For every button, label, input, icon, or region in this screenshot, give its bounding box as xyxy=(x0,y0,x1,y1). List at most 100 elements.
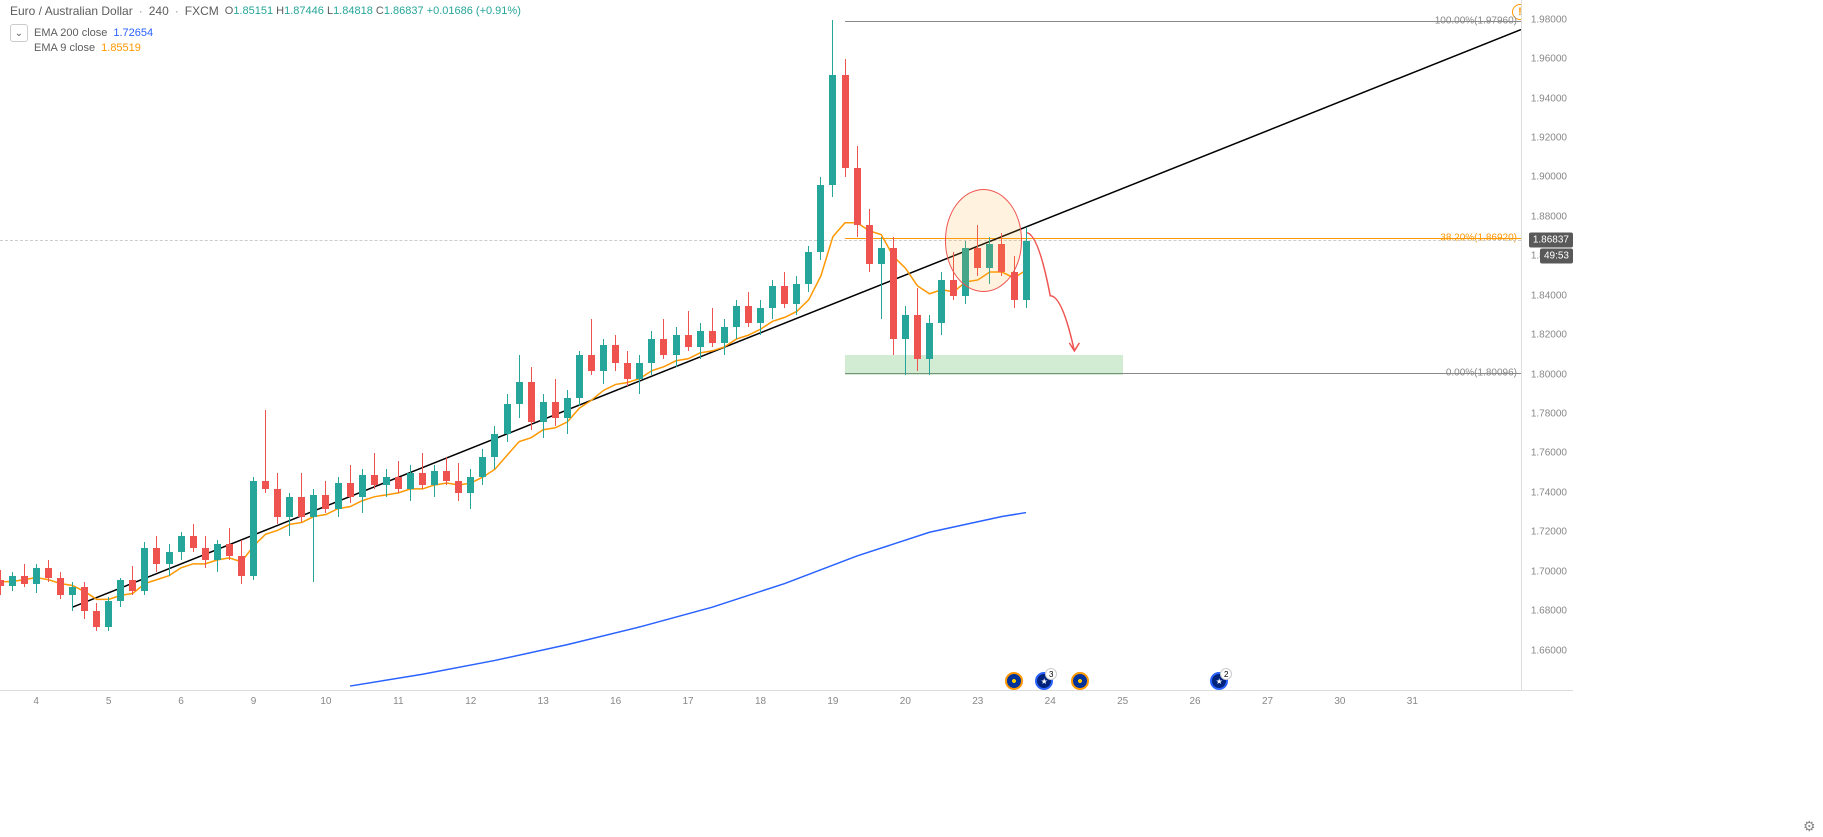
candle[interactable] xyxy=(335,483,342,509)
candle[interactable] xyxy=(950,280,957,296)
candle[interactable] xyxy=(33,568,40,584)
candle[interactable] xyxy=(636,363,643,379)
candle[interactable] xyxy=(105,601,112,627)
fib-line[interactable] xyxy=(845,21,1521,22)
candle[interactable] xyxy=(576,355,583,398)
candle[interactable] xyxy=(129,580,136,592)
x-axis[interactable]: 456910111213161718192023242526273031 xyxy=(0,690,1573,712)
candle[interactable] xyxy=(805,252,812,284)
candle[interactable] xyxy=(310,495,317,517)
y-tick: 1.66000 xyxy=(1531,645,1567,656)
candle[interactable] xyxy=(117,580,124,602)
candle[interactable] xyxy=(178,536,185,552)
candle[interactable] xyxy=(552,402,559,418)
candle[interactable] xyxy=(878,248,885,264)
candle[interactable] xyxy=(479,457,486,477)
x-tick: 12 xyxy=(465,696,476,707)
candle[interactable] xyxy=(733,306,740,328)
candle[interactable] xyxy=(69,587,76,595)
candle[interactable] xyxy=(153,548,160,564)
candle[interactable] xyxy=(467,477,474,493)
candle[interactable] xyxy=(926,323,933,358)
x-tick: 16 xyxy=(610,696,621,707)
candle[interactable] xyxy=(443,471,450,481)
candle[interactable] xyxy=(141,548,148,591)
event-marker[interactable]: ★2 xyxy=(1210,672,1228,690)
candle[interactable] xyxy=(612,345,619,363)
candle[interactable] xyxy=(866,225,873,264)
candle[interactable] xyxy=(202,548,209,560)
candle[interactable] xyxy=(250,481,257,576)
candle[interactable] xyxy=(624,363,631,379)
gear-icon[interactable]: ⚙ xyxy=(1803,818,1819,834)
candle[interactable] xyxy=(648,339,655,363)
candle[interactable] xyxy=(829,75,836,185)
candle[interactable] xyxy=(190,536,197,548)
candle[interactable] xyxy=(1023,241,1030,300)
candle[interactable] xyxy=(1011,272,1018,300)
candle[interactable] xyxy=(57,578,64,596)
candle[interactable] xyxy=(455,481,462,493)
candle[interactable] xyxy=(21,576,28,584)
y-axis[interactable]: 1.980001.960001.940001.920001.900001.880… xyxy=(1521,0,1573,690)
candle[interactable] xyxy=(914,315,921,358)
candle[interactable] xyxy=(9,576,16,586)
candle[interactable] xyxy=(673,335,680,355)
candle[interactable] xyxy=(491,434,498,458)
candle[interactable] xyxy=(214,544,221,560)
candle[interactable] xyxy=(793,284,800,304)
candle[interactable] xyxy=(660,339,667,355)
candle[interactable] xyxy=(383,477,390,485)
x-tick: 31 xyxy=(1407,696,1418,707)
candle[interactable] xyxy=(93,611,100,627)
candle[interactable] xyxy=(238,556,245,576)
support-zone[interactable] xyxy=(845,355,1123,375)
candle[interactable] xyxy=(781,286,788,304)
candle[interactable] xyxy=(347,483,354,497)
candle[interactable] xyxy=(322,495,329,509)
candle[interactable] xyxy=(81,587,88,611)
candle[interactable] xyxy=(371,475,378,485)
candle[interactable] xyxy=(45,568,52,578)
candle[interactable] xyxy=(588,355,595,371)
candle[interactable] xyxy=(540,402,547,422)
candle[interactable] xyxy=(286,497,293,517)
candle[interactable] xyxy=(226,544,233,556)
chart-canvas[interactable]: 100.00%(1.97960)38.20%(1.86920)0.00%(1.8… xyxy=(0,0,1521,690)
candle[interactable] xyxy=(709,331,716,343)
candle[interactable] xyxy=(721,327,728,343)
candle[interactable] xyxy=(600,345,607,371)
candle[interactable] xyxy=(842,75,849,168)
event-marker[interactable]: ★3 xyxy=(1035,672,1053,690)
candle[interactable] xyxy=(407,473,414,489)
candle[interactable] xyxy=(938,280,945,323)
candle[interactable] xyxy=(769,286,776,308)
candle[interactable] xyxy=(757,308,764,324)
candle[interactable] xyxy=(262,481,269,489)
candle[interactable] xyxy=(419,473,426,485)
candle[interactable] xyxy=(516,382,523,404)
candle[interactable] xyxy=(745,306,752,324)
candle[interactable] xyxy=(854,168,861,225)
candle[interactable] xyxy=(504,404,511,434)
candle[interactable] xyxy=(817,185,824,252)
candle[interactable] xyxy=(395,477,402,489)
candle[interactable] xyxy=(902,315,909,339)
event-marker[interactable] xyxy=(1071,672,1089,690)
highlight-circle[interactable] xyxy=(945,189,1022,292)
event-marker[interactable] xyxy=(1005,672,1023,690)
candle[interactable] xyxy=(166,552,173,564)
candle[interactable] xyxy=(274,489,281,517)
x-tick: 30 xyxy=(1334,696,1345,707)
candle[interactable] xyxy=(359,475,366,497)
candle[interactable] xyxy=(890,248,897,339)
candle[interactable] xyxy=(564,398,571,418)
candle[interactable] xyxy=(431,471,438,485)
candle[interactable] xyxy=(298,497,305,517)
fib-label: 100.00%(1.97960) xyxy=(1435,15,1517,26)
y-tick: 1.72000 xyxy=(1531,527,1567,538)
candle[interactable] xyxy=(0,580,4,586)
candle[interactable] xyxy=(697,331,704,347)
candle[interactable] xyxy=(528,382,535,421)
candle[interactable] xyxy=(685,335,692,347)
